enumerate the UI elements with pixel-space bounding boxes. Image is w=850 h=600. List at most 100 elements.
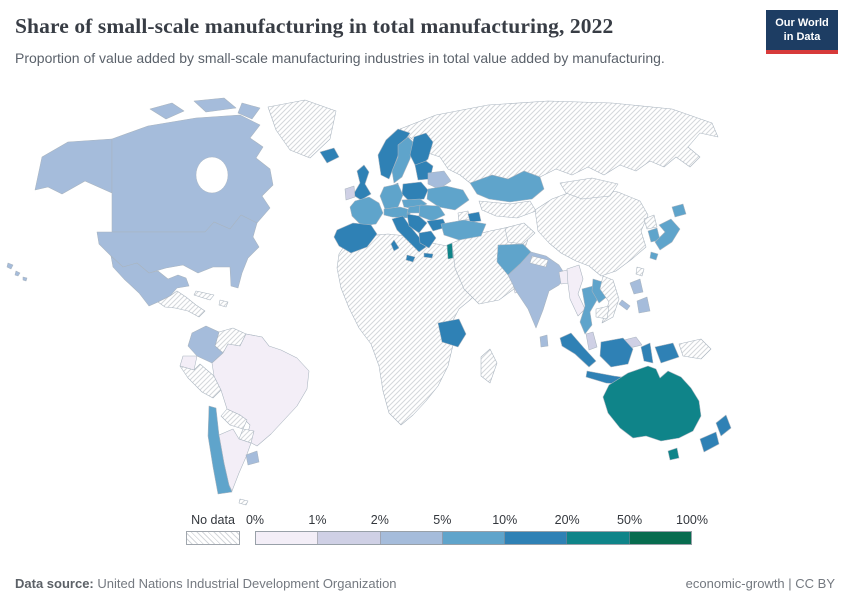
legend-no-data-label: No data <box>191 513 235 527</box>
region-mongolia[interactable] <box>559 177 619 200</box>
region-poland[interactable] <box>401 181 429 201</box>
region-papua-new-guinea[interactable] <box>678 338 712 360</box>
legend-bucket-10-20%[interactable] <box>505 532 568 544</box>
legend-color-bar <box>255 531 692 545</box>
region-vietnam[interactable] <box>599 275 620 324</box>
region-italy[interactable] <box>390 239 400 252</box>
region-japan[interactable] <box>671 203 687 218</box>
legend-tick-label: 5% <box>433 513 452 527</box>
region-greece[interactable] <box>423 252 434 259</box>
region-central-asia[interactable] <box>478 200 537 219</box>
region-germany[interactable] <box>379 183 404 210</box>
region-mexico[interactable] <box>110 255 190 307</box>
region-afghanistan[interactable] <box>504 222 536 245</box>
region-hawaii[interactable] <box>6 262 28 282</box>
region-hispaniola[interactable] <box>218 299 229 308</box>
legend-tick-label: 1% <box>308 513 327 527</box>
region-kazakhstan[interactable] <box>469 170 545 203</box>
region-arctic-islands[interactable] <box>149 102 185 120</box>
region-africa[interactable] <box>336 233 480 426</box>
region-balkans[interactable] <box>406 213 428 234</box>
region-uruguay[interactable] <box>245 450 260 466</box>
region-arctic-islands[interactable] <box>193 97 237 113</box>
region-italy[interactable] <box>405 254 416 263</box>
region-tasmania[interactable] <box>667 447 680 461</box>
world-map-svg <box>6 97 732 506</box>
region-belarus[interactable] <box>427 170 452 190</box>
legend-tick-label: 2% <box>370 513 389 527</box>
region-malaysia-peninsula[interactable] <box>585 331 598 351</box>
region-philippines[interactable] <box>618 299 631 311</box>
region-australia[interactable] <box>602 365 702 442</box>
legend-tick-label: 100% <box>676 513 708 527</box>
region-canada[interactable] <box>111 114 274 233</box>
region-france[interactable] <box>349 196 384 227</box>
region-brazil[interactable] <box>211 333 310 447</box>
region-indonesia[interactable] <box>599 337 634 368</box>
legend-tick-labels: 0% 1% 2% 5% 10% 20% 50% 100% <box>246 513 708 531</box>
region-iceland[interactable] <box>319 147 340 164</box>
region-indonesia[interactable] <box>559 332 597 368</box>
region-indonesia[interactable] <box>640 342 654 364</box>
region-russia[interactable] <box>399 100 719 184</box>
region-ukraine[interactable] <box>426 185 470 211</box>
region-new-zealand[interactable] <box>715 414 732 437</box>
legend-bucket-1-2%[interactable] <box>318 532 381 544</box>
legend-bucket-50-100%[interactable] <box>629 532 691 544</box>
region-falkland-islands[interactable] <box>238 498 249 506</box>
region-arctic-islands[interactable] <box>237 102 261 120</box>
region-alaska[interactable] <box>34 138 113 195</box>
data-source-label: Data source: <box>15 575 94 591</box>
region-greece[interactable] <box>418 230 437 249</box>
region-israel[interactable] <box>446 242 454 260</box>
region-greenland[interactable] <box>267 99 337 159</box>
region-india[interactable] <box>507 251 567 329</box>
region-italy[interactable] <box>391 215 427 253</box>
legend-no-data: No data <box>186 513 240 545</box>
region-cambodia[interactable] <box>595 305 610 320</box>
region-sri-lanka[interactable] <box>539 334 549 348</box>
legend-bucket-5-10%[interactable] <box>442 532 506 544</box>
legend-tick-label: 20% <box>554 513 580 527</box>
legend-bucket-20-50%[interactable] <box>567 532 630 544</box>
legend-no-data-swatch[interactable] <box>186 531 240 545</box>
region-central-america[interactable] <box>157 290 206 318</box>
region-nepal[interactable] <box>529 255 549 268</box>
region-laos[interactable] <box>591 278 610 304</box>
region-chile[interactable] <box>207 405 233 495</box>
legend-bucket-2-5%[interactable] <box>380 532 443 544</box>
region-romania[interactable] <box>418 204 446 222</box>
region-ireland[interactable] <box>344 185 356 201</box>
legend-bucket-0-1%[interactable] <box>256 532 319 544</box>
region-sweden[interactable] <box>391 136 415 184</box>
region-georgia-armenia[interactable] <box>457 210 471 222</box>
region-spain-portugal[interactable] <box>333 222 378 254</box>
legend-color-scale: 0% 1% 2% 5% 10% 20% 50% 100% <box>246 513 708 545</box>
region-north-korea[interactable] <box>643 214 658 230</box>
region-azerbaijan[interactable] <box>467 211 482 223</box>
owid-logo-line1: Our World <box>775 16 829 29</box>
region-cuba[interactable] <box>193 290 215 301</box>
hudson-bay <box>195 156 229 194</box>
chart-footer: Data source: United Nations Industrial D… <box>0 566 850 600</box>
region-philippines[interactable] <box>629 278 644 295</box>
region-united-kingdom[interactable] <box>352 164 372 201</box>
data-source: Data source: United Nations Industrial D… <box>15 576 397 591</box>
data-source-value: United Nations Industrial Development Or… <box>97 575 397 591</box>
region-tanzania[interactable] <box>437 318 467 348</box>
page-subtitle: Proportion of value added by small-scale… <box>15 50 665 66</box>
region-japan[interactable] <box>654 218 681 251</box>
region-philippines[interactable] <box>636 296 651 314</box>
region-indonesia[interactable] <box>654 342 680 364</box>
legend-tick-label: 50% <box>617 513 643 527</box>
region-turkey[interactable] <box>440 219 487 241</box>
page-title: Share of small-scale manufacturing in to… <box>15 14 614 38</box>
footer-license-link[interactable]: economic-growth | CC BY <box>685 575 835 591</box>
region-finland[interactable] <box>409 132 434 170</box>
region-madagascar[interactable] <box>480 348 498 384</box>
owid-logo[interactable]: Our World in Data <box>766 10 838 54</box>
region-new-zealand[interactable] <box>699 431 720 453</box>
region-japan[interactable] <box>649 251 659 261</box>
region-taiwan[interactable] <box>635 266 645 277</box>
